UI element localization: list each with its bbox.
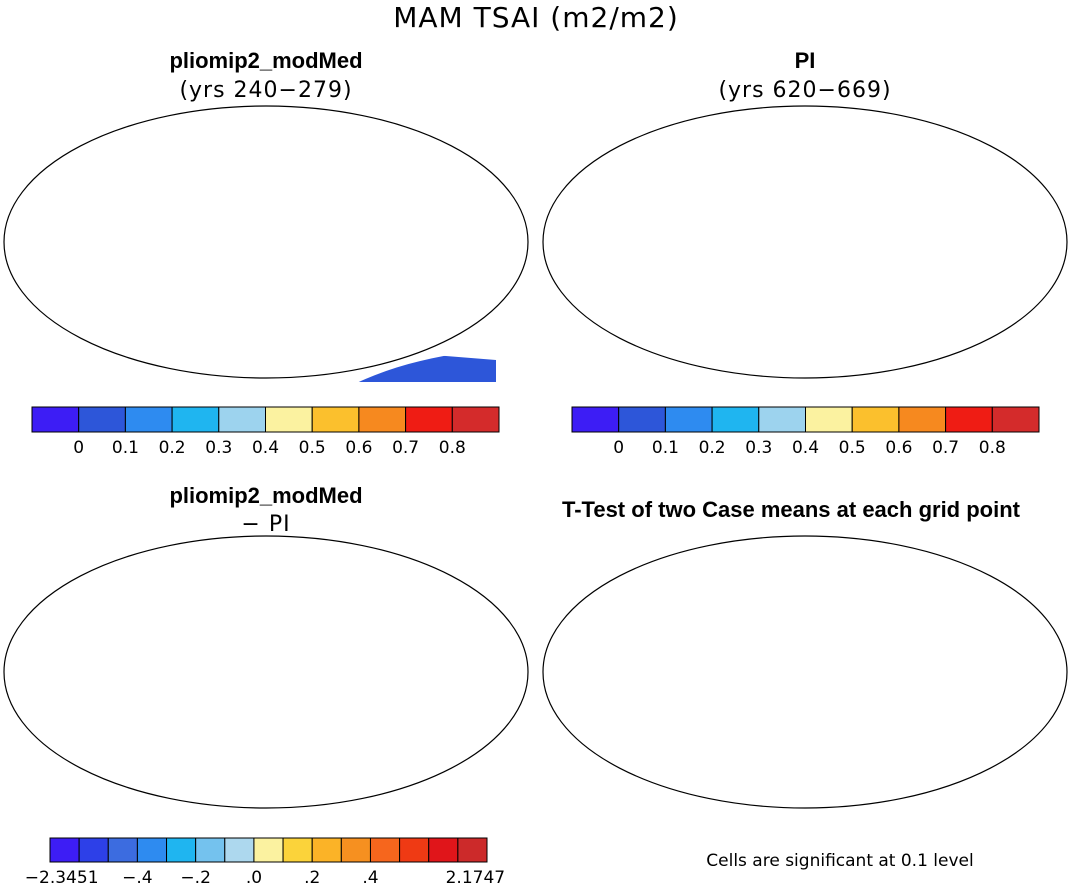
colorbar-swatch [166,837,197,863]
panel-difference: pliomip2_modMed − PI [3,483,529,812]
colorbar-tick-label: 0.3 [205,438,232,458]
panel-title: pliomip2_modMed [169,483,362,508]
colorbar-swatch [311,837,342,863]
panel-modmed: pliomip2_modMed (yrs 240−279) [3,48,529,382]
colorbar-tick-label: 0.2 [699,438,726,458]
colorbar-swatch [664,406,713,433]
colorbar-tick-label: 0.6 [345,438,372,458]
colorbar-tick-label: 0.1 [112,438,139,458]
colorbar-swatch [451,406,500,433]
map-border [3,105,529,379]
map-area [270,348,496,382]
map-border [542,535,1068,809]
colorbar-tick-label: −.4 [122,868,152,885]
colorbar-swatch [136,837,168,863]
map-area [61,540,496,812]
colorbar-swatch [218,406,267,433]
map-area [600,540,1035,812]
colorbar-difference: −2.3451 −.4 −.2 .0 .2 .4 2.1747 [25,837,505,885]
colorbar-swatch [124,406,173,433]
colorbar-absolute-left: 0 0.1 0.2 0.3 0.4 0.5 0.6 0.7 0.8 [31,406,500,458]
colorbar-swatch [282,837,313,863]
colorbar-tick-label: −.2 [180,868,210,885]
colorbar-tick-label: 0 [613,438,624,458]
colorbar-swatch [265,406,313,433]
colorbar-tick-label: 0.8 [439,438,466,458]
colorbar-swatch [340,837,371,863]
colorbar-tick-label: 0.7 [932,438,959,458]
colorbar-tick-label: .2 [304,868,320,885]
colorbar-tick-label: 0.4 [792,438,819,458]
colorbar-swatch [898,406,947,433]
colorbar-swatch [78,837,109,863]
colorbar-swatch [369,837,401,863]
colorbar-swatch [945,406,993,433]
colorbar-swatch [224,837,255,863]
panel-ttest: T-Test of two Case means at each grid po… [542,497,1068,812]
colorbar-swatch [758,406,806,433]
colorbar-swatch [457,837,488,863]
colorbar-swatch [991,406,1040,433]
colorbar-swatch [711,406,760,433]
panel-pi: PI (yrs 620−669) [542,48,1068,382]
map-border [3,535,529,809]
significance-note: Cells are significant at 0.1 level [706,851,973,871]
colorbar-swatch [311,406,360,433]
colorbar-tick-label: 0.8 [979,438,1006,458]
colorbar-tick-label: 0.2 [159,438,186,458]
colorbar-tick-label: 2.1747 [446,868,505,885]
colorbar-swatch [78,406,126,433]
colorbar-swatch [253,837,284,863]
colorbar-tick-label: −2.3451 [25,868,99,885]
colorbar-tick-label: 0 [73,438,84,458]
panel-title: T-Test of two Case means at each grid po… [562,497,1021,522]
colorbar-tick-label: 0.5 [299,438,326,458]
colorbar-tick-label: .0 [246,868,262,885]
colorbar-swatch [358,406,407,433]
colorbar-swatch [195,837,226,863]
colorbar-tick-label: 0.7 [392,438,419,458]
colorbar-swatch [805,406,853,433]
colorbar-swatch [399,837,430,863]
panel-title: pliomip2_modMed [169,48,362,73]
panel-subtitle: (yrs 620−669) [718,78,891,103]
colorbar-tick-label: 0.1 [652,438,679,458]
panel-subtitle: (yrs 240−279) [179,78,352,103]
colorbar-tick-label: 0.5 [839,438,866,458]
colorbar-swatch [428,837,459,863]
colorbar-swatch [31,406,80,433]
colorbar-tick-label: .4 [362,868,378,885]
colorbar-swatch [571,406,620,433]
map-area [600,110,1035,382]
colorbar-absolute-right: 0 0.1 0.2 0.3 0.4 0.5 0.6 0.7 0.8 [571,406,1040,458]
colorbar-swatch [851,406,900,433]
colorbar-swatch [171,406,220,433]
panel-subtitle: − PI [241,512,290,537]
colorbar-tick-label: 0.3 [745,438,772,458]
colorbar-tick-label: 0.6 [885,438,912,458]
figure-title: MAM TSAI (m2/m2) [393,1,679,34]
colorbar-swatch [405,406,453,433]
colorbar-swatch [618,406,666,433]
colorbar-swatch [107,837,138,863]
map-border [542,105,1068,379]
panel-title: PI [795,48,816,73]
colorbar-swatch [49,837,80,863]
colorbar-tick-label: 0.4 [252,438,279,458]
